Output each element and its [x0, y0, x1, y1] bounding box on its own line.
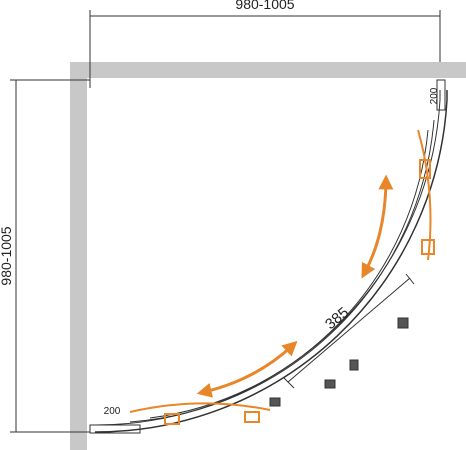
enclosure — [89, 79, 448, 434]
profile-bottom-label: 200 — [104, 406, 121, 417]
depth-label: 980-1005 — [0, 226, 14, 285]
width-label: 980-1005 — [235, 0, 294, 12]
dimension-width: 980-1005 — [89, 0, 441, 88]
wall-top — [70, 62, 466, 78]
door-label: 385 — [322, 304, 352, 333]
dimension-door: 385 — [283, 273, 415, 389]
doors — [129, 129, 435, 425]
wall-left — [70, 62, 87, 450]
profile-top-label: 200 — [429, 87, 440, 104]
dimension-depth: 980-1005 — [0, 79, 90, 433]
handles — [269, 317, 409, 407]
